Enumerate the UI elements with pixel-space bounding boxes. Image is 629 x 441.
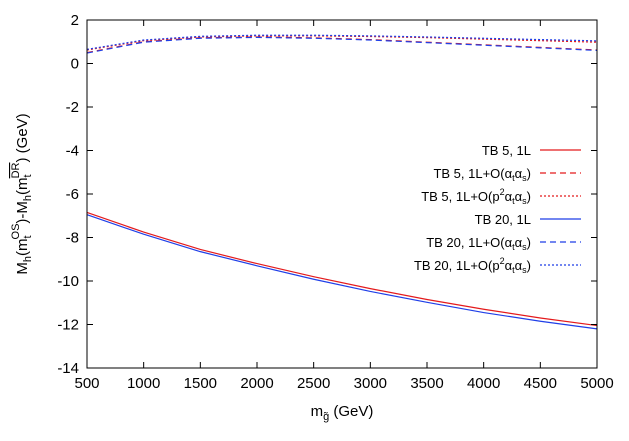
- y-title-e: ) (GeV): [14, 113, 31, 162]
- legend-label-5: TB 20, 1L+O(αtαs): [426, 235, 531, 252]
- y-title-d-sub: t: [22, 174, 34, 177]
- x-axis-title-sub: g̃: [323, 411, 329, 423]
- legend-label-6: TB 20, 1L+O(p2αtαs): [414, 256, 531, 275]
- legend-label-part: α: [515, 189, 523, 204]
- y-tick-label: -14: [57, 360, 79, 377]
- y-title-c-sub: h: [22, 195, 34, 201]
- legend-label-part: TB 20, 1L+O(: [426, 235, 505, 250]
- x-axis-title-unit: (GeV): [329, 403, 373, 420]
- series-layer: [86, 34, 598, 330]
- legend-label-part: ): [527, 235, 531, 250]
- x-tick-label: 4000: [467, 375, 500, 392]
- x-tick-label: 4500: [524, 375, 557, 392]
- x-tick-label: 1500: [184, 375, 217, 392]
- series-line-4: [86, 214, 598, 330]
- legend-label-part: TB 5, 1L+O(p: [421, 189, 499, 204]
- y-tick-label: -10: [57, 273, 79, 290]
- x-tick-label: 500: [74, 375, 99, 392]
- x-tick-label: 3000: [354, 375, 387, 392]
- legend-label-part: TB 20, 1L+O(p: [414, 258, 500, 273]
- legend-label-part: α: [505, 258, 513, 273]
- x-axis-title: mg̃ (GeV): [311, 403, 374, 423]
- x-tick-label: 3500: [410, 375, 443, 392]
- legend-label-part: s: [522, 265, 527, 275]
- x-tick-label: 2500: [297, 375, 330, 392]
- y-tick-label: -2: [66, 99, 79, 116]
- y-title-b-sub: t: [22, 235, 34, 238]
- legend-label-1: TB 5, 1L: [482, 143, 531, 158]
- y-tick-label: 2: [71, 12, 79, 29]
- legend-label-part: α: [515, 258, 523, 273]
- series-line-6: [86, 34, 598, 50]
- y-title-b-sup: OS: [10, 224, 22, 240]
- y-title-a-sub: h: [22, 256, 34, 262]
- legend-label-part: ): [527, 166, 531, 181]
- legend-label-part: 2: [500, 187, 505, 197]
- legend-label-2: TB 5, 1L+O(αtαs): [433, 166, 531, 183]
- y-title-b: (m: [14, 239, 31, 257]
- legend-label-part: 2: [500, 256, 505, 266]
- legend-label-part: α: [505, 235, 513, 250]
- x-tick-label: 5000: [580, 375, 613, 392]
- legend-label-part: t: [512, 265, 515, 275]
- y-tick-label: 0: [71, 56, 79, 73]
- legend-label-4: TB 20, 1L: [475, 212, 531, 227]
- series-line-3: [86, 35, 598, 51]
- y-title-d-sup: DR: [10, 162, 22, 178]
- y-title-d: (m: [14, 177, 31, 195]
- ticks-layer: 500 1000 1500 2000 2500 3000 3500 4000 4500 5000 2…: [57, 12, 613, 392]
- legend-label-part: ): [527, 258, 531, 273]
- legend-label-part: TB 5, 1L+O(: [433, 166, 505, 181]
- y-tick-label: -4: [66, 143, 79, 160]
- legend-label-part: s: [522, 173, 527, 183]
- legend-label-part: s: [522, 242, 527, 252]
- y-title-c: )-M: [14, 201, 31, 224]
- x-tick-label: 1000: [127, 375, 160, 392]
- legend-label-3: TB 5, 1L+O(p2αtαs): [421, 187, 531, 206]
- legend-label-part: α: [505, 189, 513, 204]
- legend-label-part: ): [527, 189, 531, 204]
- y-tick-label: -8: [66, 230, 79, 247]
- legend-label-part: α: [505, 166, 513, 181]
- legend-label-part: TB 5, 1L: [482, 143, 531, 158]
- x-axis-title-m: m: [311, 403, 324, 420]
- legend-label-part: TB 20, 1L: [475, 212, 531, 227]
- legend-label-part: t: [512, 242, 515, 252]
- y-axis-title: Mh(mtOS)-Mh(mtDR) (GeV): [10, 113, 34, 274]
- y-title-a: M: [14, 262, 31, 275]
- legend-label-part: α: [515, 166, 523, 181]
- y-tick-label: -6: [66, 186, 79, 203]
- legend-label-part: s: [522, 196, 527, 206]
- x-tick-label: 2000: [240, 375, 273, 392]
- legend-label-part: t: [512, 173, 515, 183]
- series-line-1: [86, 211, 598, 327]
- legend-label-part: t: [512, 196, 515, 206]
- legend-label-part: α: [515, 235, 523, 250]
- y-tick-label: -12: [57, 317, 79, 334]
